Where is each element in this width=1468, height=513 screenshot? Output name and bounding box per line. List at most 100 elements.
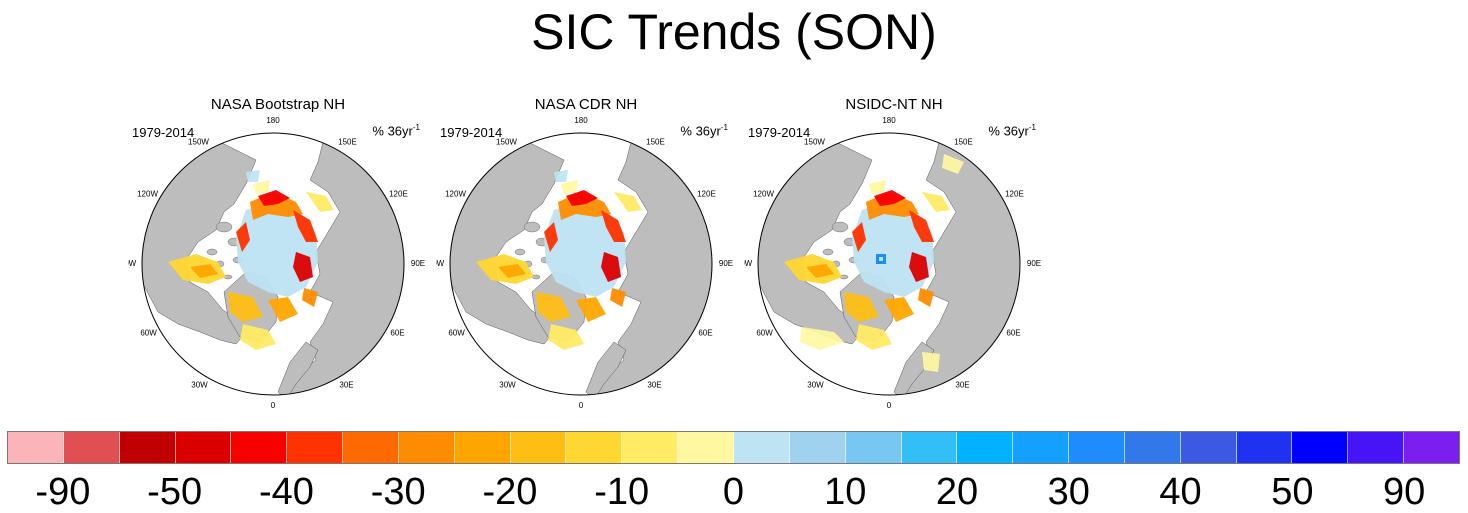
eurasia-landmass bbox=[287, 141, 404, 395]
colorbar-tick-label: 90 bbox=[1382, 471, 1426, 513]
colorbar-tick-label: -50 bbox=[147, 471, 203, 513]
colorbar-box bbox=[1013, 432, 1070, 463]
colorbar-tick-label: 40 bbox=[1159, 471, 1202, 513]
figure-title: SIC Trends (SON) bbox=[531, 4, 937, 60]
polar-map: 180 150E 120E 90E 60E 30E 0 30W 60W 90W 120W 150W bbox=[744, 116, 1041, 410]
colorbar-tick-label: -40 bbox=[258, 471, 314, 513]
longitude-label: 60E bbox=[390, 329, 404, 338]
scandinavia-landmass bbox=[277, 341, 319, 395]
longitude-label: 150W bbox=[188, 138, 209, 147]
map-content bbox=[450, 133, 712, 395]
longitude-label: 60W bbox=[448, 329, 465, 338]
colorbar-box bbox=[1124, 432, 1181, 463]
longitude-label: 30W bbox=[499, 380, 516, 389]
longitude-label: 120W bbox=[137, 190, 158, 199]
polar-map: 180 150E 120E 90E 60E 30E 0 30W 60W 90W 120W 150W bbox=[436, 116, 733, 410]
ice-trend-patch bbox=[190, 264, 218, 278]
ice-trend-patch bbox=[258, 190, 290, 206]
polar-map: 180 150E 120E 90E 60E 30E 0 30W 60W 90W 120W 150W bbox=[128, 116, 425, 410]
longitude-label: 90W bbox=[128, 259, 137, 268]
ice-trend-patch bbox=[852, 222, 866, 252]
ice-trend-patch bbox=[566, 190, 598, 206]
island bbox=[822, 248, 834, 256]
colorbar-box bbox=[957, 432, 1014, 463]
longitude-label: 30E bbox=[647, 380, 661, 389]
longitude-label: 150W bbox=[804, 138, 825, 147]
colorbar-box bbox=[566, 432, 623, 463]
colorbar-box bbox=[231, 432, 288, 463]
map-boundary bbox=[757, 132, 1021, 396]
longitude-label: 30E bbox=[955, 380, 969, 389]
ice-trend-patch bbox=[268, 297, 298, 322]
ice-trend-patch bbox=[548, 324, 584, 350]
ice-trend-patch bbox=[614, 192, 642, 212]
longitude-label: 150E bbox=[646, 138, 665, 147]
north-america-landmass bbox=[758, 141, 873, 345]
ice-trend-patch bbox=[918, 288, 934, 307]
positive-trend-patch bbox=[879, 257, 883, 261]
longitude-label: 60E bbox=[698, 329, 712, 338]
longitude-label: 90E bbox=[411, 259, 425, 268]
panel-title: NASA CDR NH bbox=[534, 96, 638, 113]
ice-trend-patch bbox=[856, 324, 892, 350]
colorbar-tick-label: 0 bbox=[722, 471, 745, 513]
longitude-label: 120W bbox=[753, 190, 774, 199]
colorbar-tick-label: 20 bbox=[935, 471, 979, 513]
longitude-label: 120W bbox=[445, 190, 466, 199]
ice-trend-patch bbox=[610, 288, 626, 307]
colorbar-box bbox=[175, 432, 232, 463]
map-panel-nasa-cdr: 180 150E 120E 90E 60E 30E 0 30W 60W 90W 120W 150W N… bbox=[436, 92, 736, 412]
colorbar-tick-label: 10 bbox=[824, 471, 867, 513]
ice-trend-patch bbox=[806, 264, 834, 278]
colorbar-box bbox=[845, 432, 902, 463]
map-content bbox=[758, 133, 1020, 395]
longitude-label: 120E bbox=[697, 190, 716, 199]
ice-trend-patch bbox=[246, 170, 260, 182]
island bbox=[523, 221, 541, 233]
colorbar-box bbox=[398, 432, 455, 463]
ice-trend-patch bbox=[293, 252, 313, 282]
ice-trend-patch bbox=[576, 297, 606, 322]
ice-trend-patch bbox=[601, 210, 626, 242]
ice-trend-patch bbox=[874, 190, 906, 206]
longitude-label: 0 bbox=[887, 401, 892, 410]
longitude-label: 150W bbox=[496, 138, 517, 147]
island bbox=[206, 248, 218, 256]
colorbar-box bbox=[63, 432, 120, 463]
longitude-label: 30W bbox=[191, 380, 208, 389]
island bbox=[514, 248, 526, 256]
ice-trend-patch bbox=[601, 252, 621, 282]
colorbar-box bbox=[1404, 432, 1459, 463]
longitude-label: 90W bbox=[744, 259, 753, 268]
colorbar-tick-label: -90 bbox=[35, 471, 91, 513]
period-label: 1979-2014 bbox=[440, 125, 503, 140]
longitude-label: 30E bbox=[339, 380, 353, 389]
eurasia-landmass bbox=[595, 141, 712, 395]
longitude-label: 120E bbox=[1005, 190, 1024, 199]
longitude-label: 150E bbox=[954, 138, 973, 147]
longitude-label: 90E bbox=[719, 259, 733, 268]
ice-trend-patch bbox=[236, 222, 250, 252]
longitude-label: 60E bbox=[1006, 329, 1020, 338]
longitude-label: 180 bbox=[882, 116, 896, 125]
scandinavia-landmass bbox=[585, 341, 627, 395]
longitude-label: 180 bbox=[266, 116, 280, 125]
ice-trend-patch bbox=[544, 222, 558, 252]
ice-trend-patch bbox=[922, 352, 940, 372]
map-content bbox=[142, 133, 404, 395]
units-label: % 36yr-1 bbox=[680, 123, 728, 139]
colorbar-box bbox=[789, 432, 846, 463]
ice-trend-patch bbox=[869, 180, 886, 194]
ice-trend-patch bbox=[800, 327, 844, 350]
longitude-label: 120E bbox=[389, 190, 408, 199]
panel-title: NASA Bootstrap NH bbox=[210, 96, 346, 113]
ice-trend-patch bbox=[498, 264, 526, 278]
longitude-label: 150E bbox=[338, 138, 357, 147]
ice-trend-patch bbox=[922, 192, 950, 212]
ice-trend-patch bbox=[884, 297, 914, 322]
colorbar-tick-label: 30 bbox=[1047, 471, 1090, 513]
colorbar-tick-label: -30 bbox=[370, 471, 426, 513]
ice-trend-patch bbox=[306, 192, 334, 212]
longitude-label: 180 bbox=[574, 116, 588, 125]
units-label: % 36yr-1 bbox=[988, 123, 1036, 139]
